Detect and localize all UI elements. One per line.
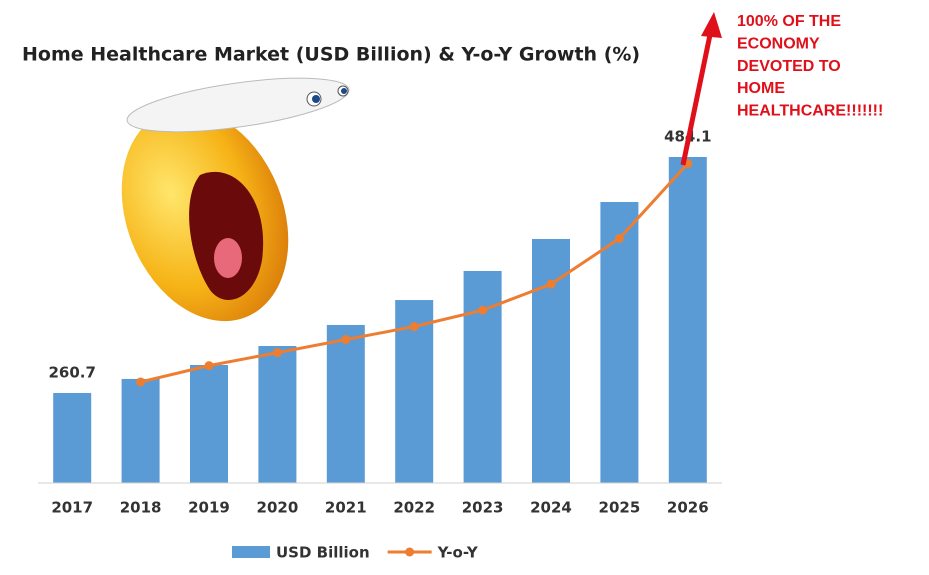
annotation-line: ECONOMY <box>737 36 820 53</box>
legend-label: USD Billion <box>276 544 370 562</box>
line-point <box>341 335 351 345</box>
x-tick-label: 2025 <box>599 499 641 517</box>
line-point <box>614 234 624 243</box>
arrow <box>680 12 722 166</box>
plot-area: 2017 2018 2019 2020 2021 2022 2023 2024 2025 2026… <box>48 128 711 517</box>
x-tick-label: 2024 <box>530 499 572 517</box>
line-point <box>546 279 556 289</box>
data-label: 260.7 <box>48 363 95 381</box>
emoji <box>121 77 350 322</box>
legend-swatch <box>405 547 415 557</box>
line-point <box>204 361 214 371</box>
bar <box>258 345 297 483</box>
annotation: 100% OF THE ECONOMY DEVOTED TO HOME HEALTHCA… <box>737 13 883 119</box>
bar <box>121 378 160 483</box>
x-tick-label: 2022 <box>393 499 435 517</box>
legend: USD Billion Y-o-Y <box>232 544 479 562</box>
bar <box>326 324 365 483</box>
bar <box>600 202 639 483</box>
annotation-line: 100% OF THE <box>737 13 841 30</box>
x-tick-label: 2023 <box>462 499 504 517</box>
legend-label: Y-o-Y <box>437 544 479 562</box>
bar <box>190 365 228 483</box>
x-tick-label: 2021 <box>325 499 367 517</box>
annotation-line: HEALTHCARE!!!!!!! <box>737 102 883 119</box>
annotation-line: HOME <box>737 80 785 97</box>
x-tick-label: 2026 <box>667 499 709 517</box>
annotation-line: DEVOTED TO <box>737 58 841 75</box>
line-point <box>409 322 419 332</box>
x-tick-label: 2018 <box>120 499 162 517</box>
x-tick-label: 2020 <box>257 499 299 517</box>
legend-swatch <box>232 546 270 558</box>
x-tick-label: 2017 <box>51 499 93 517</box>
line-point <box>272 348 282 358</box>
line-point <box>478 305 488 315</box>
bar <box>668 157 707 483</box>
x-tick-label: 2019 <box>188 499 230 517</box>
bar <box>463 270 502 483</box>
bar <box>53 392 92 483</box>
line-point <box>136 377 146 387</box>
chart-title: Home Healthcare Market (USD Billion) & Y… <box>22 44 640 66</box>
